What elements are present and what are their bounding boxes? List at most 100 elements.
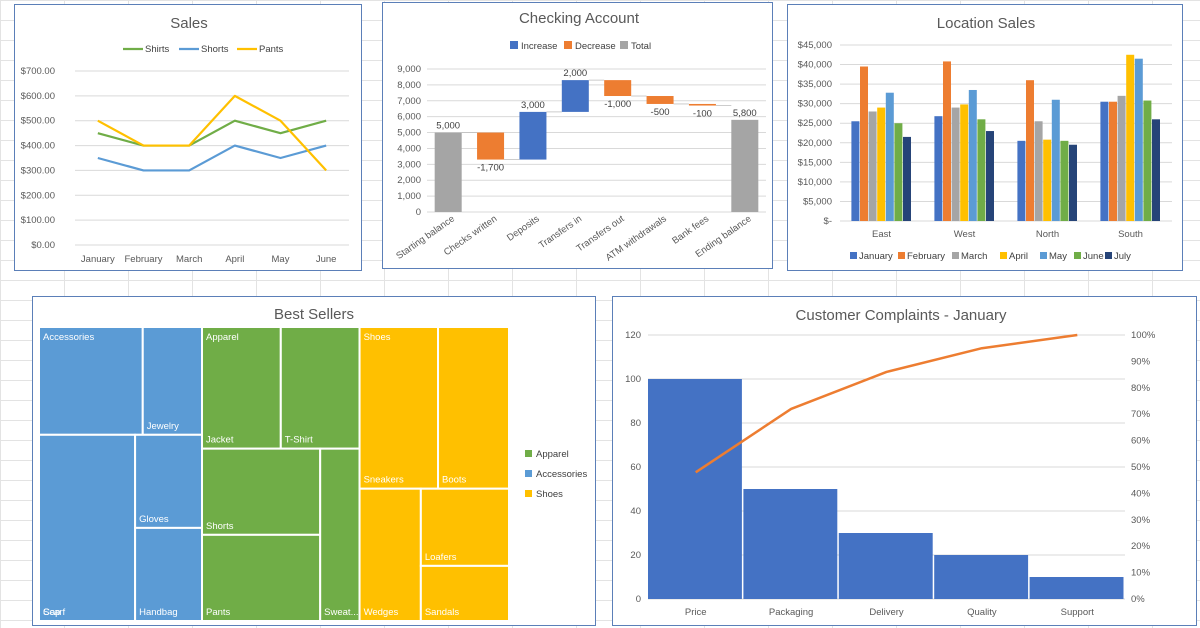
treemap-label-sandals: Sandals xyxy=(425,607,460,618)
customer-complaints-pareto-panel[interactable]: Customer Complaints - January 0 20 40 60 80 10… xyxy=(612,296,1197,626)
treemap-tile-loafers xyxy=(419,487,510,567)
treemap-tile-boots xyxy=(437,326,510,490)
legend-label-february: February xyxy=(907,251,945,262)
y-tick-label: $25,000 xyxy=(798,118,832,129)
y2-tick-label: 80% xyxy=(1131,383,1151,394)
treemap-label-scarf: Scarf xyxy=(43,607,66,618)
y-tick-label: 40 xyxy=(630,506,641,517)
y-tick-label: $300.00 xyxy=(21,165,55,176)
legend-swatch-apparel xyxy=(525,450,532,457)
y-tick-label: 80 xyxy=(630,418,641,429)
y2-tick-label: 0% xyxy=(1131,594,1145,605)
x-tick-label: February xyxy=(124,254,162,265)
waterfall-bar-ending-balance xyxy=(731,119,759,212)
y-tick-label: 4,000 xyxy=(397,143,421,154)
location-sales-bar-chart: Location Sales $- $5,000 $10,000 $15,000 $20,… xyxy=(798,15,1172,262)
treemap-label-shoes: Shoes xyxy=(364,332,391,343)
legend-label-april: April xyxy=(1009,251,1028,262)
y2-tick-label: 10% xyxy=(1131,568,1151,579)
checking-account-waterfall-panel[interactable]: Checking Account 0 1,000 2,000 3,000 4,000 5,0… xyxy=(382,2,773,269)
waterfall-bar-transfers-in xyxy=(561,80,589,112)
legend-swatch-february xyxy=(898,252,905,259)
bar-west-march xyxy=(951,107,960,221)
y-tick-label: $15,000 xyxy=(798,157,832,168)
treemap-label-accessories: Accessories xyxy=(43,332,94,343)
bar-price xyxy=(648,379,742,599)
best-sellers-treemap: Best Sellers Accessories Jewelry Cap Gloves H… xyxy=(38,306,587,623)
legend-swatch-january xyxy=(850,252,857,259)
bar-support xyxy=(1029,577,1124,599)
checking-account-waterfall-chart: Checking Account 0 1,000 2,000 3,000 4,000 5,0… xyxy=(394,10,766,264)
treemap-tile-handbag xyxy=(134,526,204,622)
treemap-label-shorts: Shorts xyxy=(206,521,234,532)
bar-west-april xyxy=(960,104,969,221)
treemap-label-sweat: Sweat... xyxy=(324,607,358,618)
treemap-label-jewelry: Jewelry xyxy=(147,421,179,432)
legend-label-january: January xyxy=(859,251,893,262)
legend-swatch-increase xyxy=(510,41,518,49)
waterfall-bar-starting-balance xyxy=(434,132,462,212)
y-tick-label: 3,000 xyxy=(397,159,421,170)
y2-tick-label: 60% xyxy=(1131,436,1151,447)
y-tick-label: $100.00 xyxy=(21,215,55,226)
legend-label-pants: Pants xyxy=(259,44,284,55)
legend-label-shorts: Shorts xyxy=(201,44,229,55)
bar-east-june xyxy=(894,123,903,221)
y2-tick-label: 40% xyxy=(1131,488,1151,499)
x-tick-label: Quality xyxy=(967,607,997,618)
y-tick-label: 0 xyxy=(416,207,421,218)
x-tick-label: May xyxy=(272,254,290,265)
legend-swatch-april xyxy=(1000,252,1007,259)
legend-label-march: March xyxy=(961,251,987,262)
treemap-label-pants: Pants xyxy=(206,607,231,618)
bar-north-july xyxy=(1069,144,1077,221)
bar-west-february xyxy=(943,61,951,221)
legend-swatch-may xyxy=(1040,252,1047,259)
bar-north-june xyxy=(1060,140,1069,221)
series-line-shirts xyxy=(97,119,327,147)
y2-tick-label: 30% xyxy=(1131,515,1151,526)
waterfall-bar-checks-written xyxy=(477,132,505,160)
data-label: 2,000 xyxy=(563,68,587,79)
best-sellers-treemap-panel[interactable]: Best Sellers Accessories Jewelry Cap Gloves H… xyxy=(32,296,596,626)
chart-title: Best Sellers xyxy=(274,306,354,323)
treemap-tile-wedges xyxy=(358,487,422,622)
sales-line-chart-panel[interactable]: Sales $0.00 $100.00 $200.00 $300.00 $400.00 $5… xyxy=(14,4,362,271)
data-label: 5,000 xyxy=(436,121,460,132)
legend-swatch-accessories xyxy=(525,470,532,477)
y2-tick-label: 90% xyxy=(1131,356,1151,367)
bar-north-april xyxy=(1043,139,1052,221)
chart-title: Customer Complaints - January xyxy=(796,307,1007,324)
y-tick-label: 5,000 xyxy=(397,128,421,139)
legend-swatch-decrease xyxy=(564,41,572,49)
legend-label-shoes: Shoes xyxy=(536,489,563,500)
x-tick-label: West xyxy=(954,229,976,240)
bar-packaging xyxy=(743,489,838,599)
legend-label-accessories: Accessories xyxy=(536,469,587,480)
y-tick-label: 120 xyxy=(625,330,641,341)
sales-line-chart: Sales $0.00 $100.00 $200.00 $300.00 $400.00 $5… xyxy=(21,15,349,265)
x-tick-label: Deposits xyxy=(505,213,542,243)
data-label: -500 xyxy=(651,107,670,118)
legend-label-shirts: Shirts xyxy=(145,44,170,55)
y-tick-label: 9,000 xyxy=(397,64,421,75)
bar-south-june xyxy=(1143,100,1152,221)
bar-east-march xyxy=(868,111,877,221)
y-tick-label: $35,000 xyxy=(798,79,832,90)
data-label: -100 xyxy=(693,109,712,120)
location-sales-bar-chart-panel[interactable]: Location Sales $- $5,000 $10,000 $15,000 $20,… xyxy=(787,4,1183,271)
treemap-tile-apparel xyxy=(201,326,282,450)
legend-label-increase: Increase xyxy=(521,41,557,52)
y-tick-label: $40,000 xyxy=(798,60,832,71)
treemap-tile-jewelry xyxy=(141,326,204,436)
treemap-label-t-shirt: T-Shirt xyxy=(285,435,313,446)
chart-title: Sales xyxy=(170,15,208,32)
treemap-tile-pants xyxy=(201,533,322,623)
data-label: -1,700 xyxy=(477,163,504,174)
bar-west-july xyxy=(986,131,994,221)
treemap-tile-cap xyxy=(38,433,137,622)
y-tick-label: 2,000 xyxy=(397,175,421,186)
y-tick-label: $5,000 xyxy=(803,196,832,207)
bar-south-april xyxy=(1126,54,1135,222)
treemap-label-apparel: Apparel xyxy=(206,332,239,343)
